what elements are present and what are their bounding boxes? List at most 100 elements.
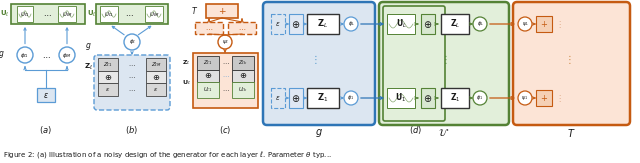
Text: $+$: $+$	[540, 19, 548, 29]
Text: $\psi_\ell$: $\psi_\ell$	[221, 38, 228, 46]
Text: $\mathbf{Z}_1$: $\mathbf{Z}_1$	[317, 92, 329, 104]
Text: $\phi_{\ell M}$: $\phi_{\ell M}$	[62, 51, 72, 59]
Circle shape	[17, 47, 33, 63]
FancyBboxPatch shape	[197, 70, 219, 82]
Text: $\epsilon$: $\epsilon$	[43, 90, 49, 99]
Text: $\psi_1$: $\psi_1$	[522, 94, 529, 102]
FancyBboxPatch shape	[232, 56, 254, 70]
Circle shape	[124, 34, 140, 50]
Text: $(c)$: $(c)$	[219, 124, 231, 136]
Text: $\mathbf{U}_L$: $\mathbf{U}_L$	[396, 18, 406, 30]
FancyBboxPatch shape	[98, 71, 118, 83]
Text: $\oplus$: $\oplus$	[152, 73, 160, 82]
Text: $\mathbf{Z}_1$: $\mathbf{Z}_1$	[450, 92, 460, 104]
Text: $\epsilon$: $\epsilon$	[275, 20, 281, 28]
Text: $T$: $T$	[567, 127, 576, 139]
Text: $U_{\ell 1}$: $U_{\ell 1}$	[204, 86, 212, 94]
Text: $U_{\ell k}$: $U_{\ell k}$	[238, 86, 248, 94]
Text: $\cdots$: $\cdots$	[221, 74, 229, 79]
FancyBboxPatch shape	[98, 83, 118, 96]
FancyBboxPatch shape	[307, 88, 339, 108]
Text: $\cdots$: $\cdots$	[125, 9, 133, 18]
Text: $\cdots$: $\cdots$	[205, 25, 213, 31]
Text: $(a)$: $(a)$	[38, 124, 51, 136]
Text: $\epsilon$: $\epsilon$	[275, 94, 281, 102]
Text: $\cdots$: $\cdots$	[221, 60, 229, 66]
FancyBboxPatch shape	[100, 6, 118, 22]
Text: $U_{\ell M}$: $U_{\ell M}$	[148, 11, 159, 19]
Text: $\vdots$: $\vdots$	[440, 53, 448, 67]
Circle shape	[344, 91, 358, 105]
Text: $Z_{\ell 1}$: $Z_{\ell 1}$	[204, 59, 212, 67]
FancyBboxPatch shape	[197, 82, 219, 98]
Text: $\cdots$: $\cdots$	[43, 9, 51, 18]
FancyBboxPatch shape	[232, 82, 254, 98]
FancyBboxPatch shape	[197, 56, 219, 70]
Text: $\vdots$: $\vdots$	[310, 53, 317, 67]
FancyBboxPatch shape	[379, 2, 509, 125]
Text: $\phi_L$: $\phi_L$	[477, 20, 483, 29]
FancyBboxPatch shape	[206, 4, 238, 18]
Text: $\mathbf{Z}_\ell$: $\mathbf{Z}_\ell$	[182, 59, 190, 67]
Text: $U_{\ell 1}$: $U_{\ell 1}$	[20, 11, 30, 19]
Text: $\phi_1$: $\phi_1$	[476, 94, 484, 103]
Text: $g$: $g$	[315, 127, 323, 139]
FancyBboxPatch shape	[271, 88, 285, 108]
FancyBboxPatch shape	[263, 2, 375, 125]
Text: $\phi_L$: $\phi_L$	[348, 20, 355, 29]
Text: $\vdots$: $\vdots$	[564, 53, 571, 67]
FancyBboxPatch shape	[146, 58, 166, 71]
Text: $g$: $g$	[84, 42, 92, 52]
FancyBboxPatch shape	[441, 14, 469, 34]
Text: $\vdots$: $\vdots$	[555, 92, 561, 104]
Text: $\phi_1$: $\phi_1$	[348, 94, 355, 103]
Text: $(b)$: $(b)$	[125, 124, 139, 136]
Text: $\mathbf{U}_\ell$: $\mathbf{U}_\ell$	[87, 9, 97, 19]
Text: $\cdots$: $\cdots$	[128, 87, 136, 92]
FancyBboxPatch shape	[421, 88, 435, 108]
Text: $\oplus$: $\oplus$	[424, 92, 433, 104]
Text: $\mathbf{U}_\ell$: $\mathbf{U}_\ell$	[182, 79, 190, 88]
FancyBboxPatch shape	[146, 83, 166, 96]
Text: $\mathbf{U}_1$: $\mathbf{U}_1$	[396, 92, 406, 104]
Text: $+$: $+$	[218, 6, 227, 16]
Circle shape	[473, 17, 487, 31]
FancyBboxPatch shape	[96, 4, 168, 24]
Text: $\phi_{\ell 1}$: $\phi_{\ell 1}$	[20, 51, 29, 59]
FancyBboxPatch shape	[98, 58, 118, 71]
Text: $U_{\ell M}$: $U_{\ell M}$	[61, 11, 72, 19]
Text: $\oplus$: $\oplus$	[424, 18, 433, 30]
FancyBboxPatch shape	[145, 6, 163, 22]
FancyBboxPatch shape	[146, 71, 166, 83]
Text: $\mathcal{U}$: $\mathcal{U}$	[438, 127, 450, 139]
Text: $\mathbf{Z}_\ell$: $\mathbf{Z}_\ell$	[84, 62, 92, 72]
Text: $+$: $+$	[540, 93, 548, 103]
Circle shape	[59, 47, 75, 63]
Text: $\oplus$: $\oplus$	[239, 72, 247, 81]
FancyBboxPatch shape	[307, 14, 339, 34]
Text: $\cdots$: $\cdots$	[221, 88, 229, 92]
FancyBboxPatch shape	[536, 90, 552, 106]
FancyBboxPatch shape	[289, 14, 303, 34]
Text: $\epsilon$: $\epsilon$	[154, 86, 159, 93]
FancyBboxPatch shape	[232, 70, 254, 82]
FancyBboxPatch shape	[289, 88, 303, 108]
Text: $Z_{\ell M}$: $Z_{\ell M}$	[150, 60, 161, 69]
FancyBboxPatch shape	[58, 6, 76, 22]
FancyBboxPatch shape	[17, 6, 33, 22]
FancyBboxPatch shape	[271, 14, 285, 34]
FancyBboxPatch shape	[11, 4, 85, 24]
FancyBboxPatch shape	[387, 14, 415, 34]
Text: $\mathbf{U}_\ell$: $\mathbf{U}_\ell$	[0, 9, 10, 19]
Circle shape	[344, 17, 358, 31]
FancyBboxPatch shape	[387, 88, 415, 108]
Text: $\mathbf{Z}_L$: $\mathbf{Z}_L$	[450, 18, 460, 30]
Circle shape	[518, 91, 532, 105]
Text: $\cdots$: $\cdots$	[128, 74, 136, 80]
FancyBboxPatch shape	[536, 16, 552, 32]
FancyBboxPatch shape	[228, 22, 256, 34]
Text: $\phi_{\ell}$: $\phi_{\ell}$	[129, 37, 136, 46]
Text: $U_{\ell 1}$: $U_{\ell 1}$	[104, 11, 114, 19]
Text: $g$: $g$	[0, 50, 4, 60]
FancyBboxPatch shape	[383, 6, 445, 121]
